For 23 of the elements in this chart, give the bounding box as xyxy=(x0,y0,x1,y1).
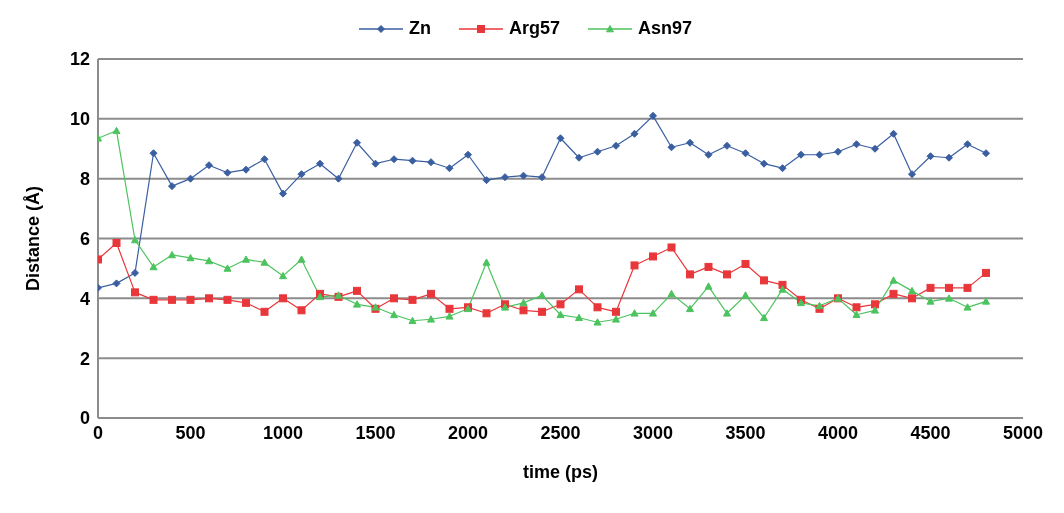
y-tick-label: 4 xyxy=(79,288,90,309)
x-tick-label: 5000 xyxy=(1002,422,1044,443)
y-tick-label: 12 xyxy=(69,49,90,70)
y-tick-label: 0 xyxy=(79,408,90,429)
legend-label: Asn97 xyxy=(638,18,693,39)
y-tick-label: 8 xyxy=(79,169,90,190)
x-tick-label: 4500 xyxy=(910,422,951,443)
x-axis-title: time (ps) xyxy=(522,462,599,482)
x-tick-label: 2000 xyxy=(447,422,489,443)
x-tick-label: 3000 xyxy=(632,422,674,443)
y-tick-label: 2 xyxy=(79,348,90,369)
x-tick-label: 4000 xyxy=(817,422,859,443)
legend-label: Zn xyxy=(408,18,431,39)
x-tick-label: 3500 xyxy=(725,422,766,443)
x-tick-label: 1000 xyxy=(262,422,304,443)
y-tick-label: 10 xyxy=(69,109,90,130)
y-axis-title: Distance (Å) xyxy=(23,185,44,292)
x-tick-label: 500 xyxy=(175,422,206,443)
y-tick-label: 6 xyxy=(79,228,90,249)
x-tick-label: 1500 xyxy=(355,422,396,443)
x-tick-label: 2500 xyxy=(540,422,581,443)
x-tick-label: 0 xyxy=(92,422,104,443)
legend-label: Arg57 xyxy=(508,18,560,39)
